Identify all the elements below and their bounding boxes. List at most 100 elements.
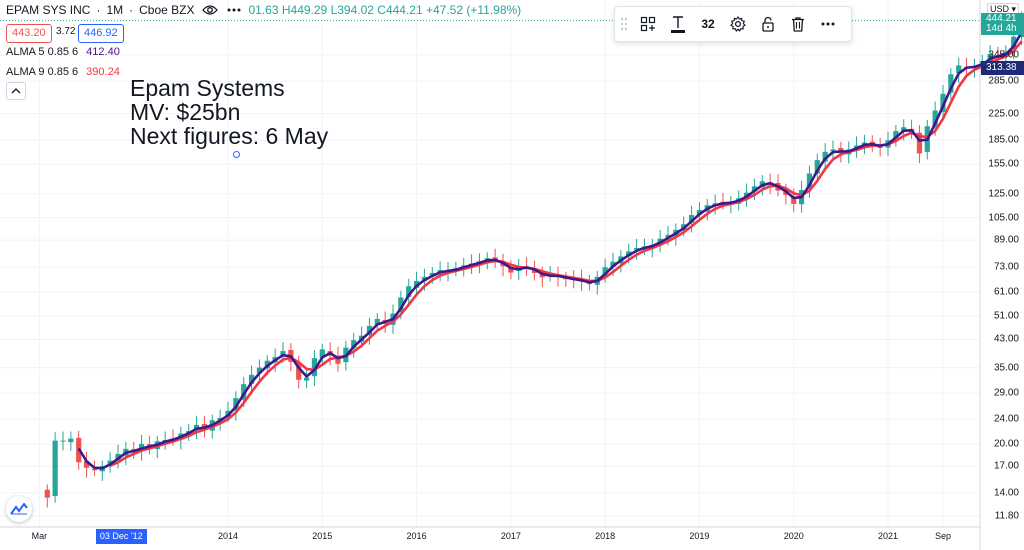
candle-body xyxy=(893,130,899,139)
price-axis-label: 125.00 xyxy=(988,188,1019,200)
candle-body xyxy=(280,351,286,356)
trash-icon[interactable] xyxy=(783,7,813,41)
candle xyxy=(68,431,74,451)
time-axis-label: 2019 xyxy=(689,531,710,541)
font-size-button[interactable]: 32 xyxy=(701,17,715,31)
candle-body xyxy=(406,286,412,297)
candle-body xyxy=(688,215,695,223)
candle-body xyxy=(303,377,310,381)
interval-label[interactable]: 1M xyxy=(106,3,124,17)
note-line: Epam Systems xyxy=(130,75,285,101)
sell-price-box[interactable]: 443.20 xyxy=(6,24,52,43)
candle-body xyxy=(877,147,883,149)
ohlc-values: 01.63 H449.29 L394.02 C444.21 +47.52 (+1… xyxy=(248,3,522,17)
candle xyxy=(303,368,310,389)
time-axis-label: 2014 xyxy=(217,531,239,541)
candle xyxy=(806,165,813,198)
candle xyxy=(107,452,113,473)
candle-body xyxy=(366,325,373,335)
chevron-up-icon xyxy=(11,88,21,94)
price-axis-label: 20.00 xyxy=(993,438,1019,450)
indicator-value: 390.24 xyxy=(86,66,120,78)
candle xyxy=(916,125,923,164)
symbol-name[interactable]: EPAM SYS INC xyxy=(6,3,91,17)
price-axis-label: 89.00 xyxy=(993,234,1019,246)
candle-body xyxy=(696,210,703,215)
candle-body xyxy=(296,363,302,380)
candle-body xyxy=(508,266,514,273)
indicator-alma9[interactable]: ALMA 9 0.85 6 390.24 xyxy=(6,66,120,78)
currency-label: USD xyxy=(990,4,1010,14)
indicator-label: ALMA 9 0.85 6 xyxy=(6,66,79,78)
price-axis-label: 285.00 xyxy=(988,75,1019,87)
drawing-toolbar: 32 xyxy=(614,6,852,42)
text-color-icon[interactable] xyxy=(663,7,693,41)
candle-body xyxy=(248,374,255,384)
price-axis-label: 24.00 xyxy=(993,413,1019,425)
price-axis-label: 29.00 xyxy=(993,387,1019,399)
price-axis-label: 35.00 xyxy=(993,362,1019,374)
more-options-icon[interactable] xyxy=(813,7,843,41)
price-axis-label: 17.00 xyxy=(993,460,1019,472)
text-annotation[interactable]: Epam Systems MV: $25bn Next figures: 6 M… xyxy=(130,76,328,148)
candle xyxy=(256,359,263,383)
exchange-label: Cboe BZX xyxy=(139,3,195,17)
price-axis-label: 61.00 xyxy=(993,286,1019,298)
time-axis-label: 2021 xyxy=(877,531,899,541)
candle-body xyxy=(374,318,380,325)
indicator-value: 412.40 xyxy=(86,46,120,58)
candle xyxy=(115,444,121,469)
candle-body xyxy=(115,453,121,461)
candle-body xyxy=(311,358,318,377)
candle xyxy=(193,415,200,440)
price-axis-label: 43.00 xyxy=(993,333,1019,345)
template-icon[interactable] xyxy=(633,7,663,41)
candle-body xyxy=(44,489,50,498)
tradingview-logo-icon[interactable] xyxy=(6,496,32,522)
price-axis-label: 155.00 xyxy=(988,158,1019,170)
annotation-anchor-handle[interactable] xyxy=(233,151,240,158)
lock-icon[interactable] xyxy=(753,7,783,41)
price-axis-label: 185.00 xyxy=(988,134,1019,146)
candle-body xyxy=(830,149,836,152)
buy-price-box[interactable]: 446.92 xyxy=(78,24,124,43)
time-axis-label: 2017 xyxy=(500,531,521,541)
price-axis-label: 345.00 xyxy=(988,49,1019,61)
candle-body xyxy=(791,196,797,204)
candle xyxy=(500,253,506,277)
price-axis-label: 14.00 xyxy=(993,487,1019,499)
collapse-legend-button[interactable] xyxy=(6,82,26,100)
alma-5-line xyxy=(77,31,1023,470)
candle-body xyxy=(610,261,616,268)
eye-icon[interactable] xyxy=(201,2,219,18)
price-axis-label: 51.00 xyxy=(993,310,1019,322)
candle-body xyxy=(319,349,325,358)
settings-gear-icon[interactable] xyxy=(723,7,753,41)
candle-body xyxy=(633,248,640,250)
time-axis-label: Sep xyxy=(934,531,952,541)
candle xyxy=(956,57,962,84)
candle xyxy=(688,205,695,233)
candle-body xyxy=(256,367,263,374)
candle-body xyxy=(751,186,758,192)
grid-lines xyxy=(0,0,980,527)
candle-body xyxy=(602,267,608,276)
candle-body xyxy=(932,110,938,127)
candle-body xyxy=(665,234,671,238)
more-options-icon[interactable] xyxy=(225,2,243,18)
candle-body xyxy=(91,468,98,471)
candle-body xyxy=(193,424,200,430)
candle-body xyxy=(429,272,435,276)
candle-body xyxy=(335,355,341,364)
candle-body xyxy=(806,173,813,189)
indicator-alma5[interactable]: ALMA 5 0.85 6 412.40 xyxy=(6,46,120,58)
candle-body xyxy=(814,160,820,174)
candle-body xyxy=(948,74,954,93)
marker-price-tag: 313.38 xyxy=(981,61,1024,76)
candle-body xyxy=(987,53,993,61)
drag-handle-icon[interactable] xyxy=(615,7,633,41)
candle-body xyxy=(52,440,58,497)
candle xyxy=(814,153,820,180)
